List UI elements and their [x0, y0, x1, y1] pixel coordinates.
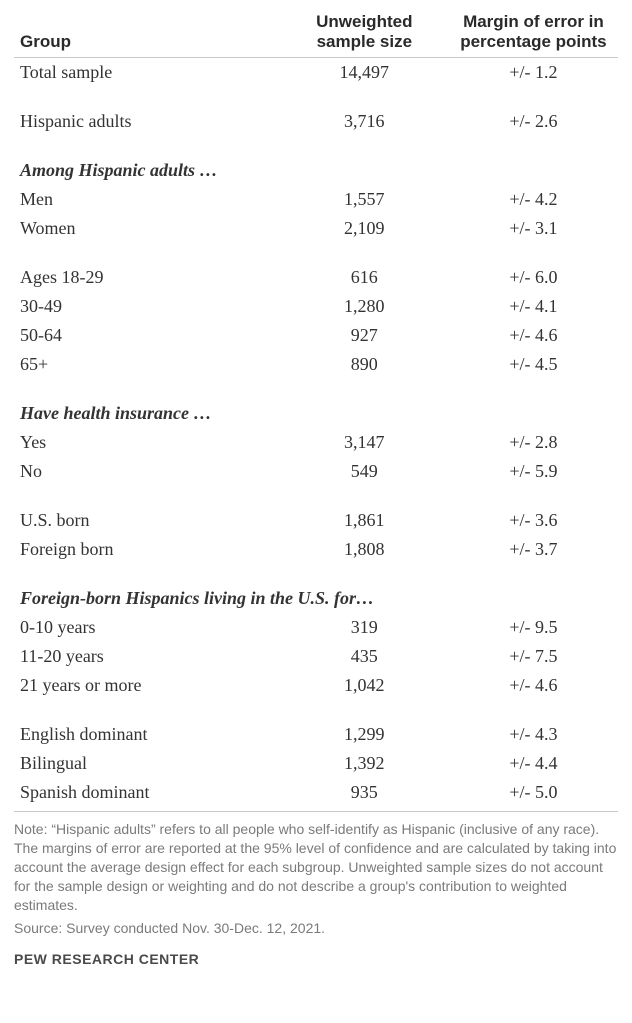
row-moe: +/- 2.8 [449, 428, 618, 457]
row-label: Bilingual [14, 749, 280, 778]
row-moe: +/- 4.6 [449, 321, 618, 350]
row-label: Ages 18-29 [14, 263, 280, 292]
spacer-row [14, 486, 618, 506]
table-row: Total sample 14,497 +/- 1.2 [14, 58, 618, 88]
sample-size-table: Group Unweighted sample size Margin of e… [14, 8, 618, 812]
spacer-row [14, 243, 618, 263]
table-row: Yes 3,147 +/- 2.8 [14, 428, 618, 457]
header-row: Group Unweighted sample size Margin of e… [14, 8, 618, 58]
row-sample: 3,147 [280, 428, 449, 457]
note-text: Note: “Hispanic adults” refers to all pe… [14, 820, 618, 914]
table-row: English dominant 1,299 +/- 4.3 [14, 720, 618, 749]
row-label: Spanish dominant [14, 778, 280, 812]
spacer-row [14, 379, 618, 399]
row-sample: 935 [280, 778, 449, 812]
row-sample: 1,808 [280, 535, 449, 564]
row-moe: +/- 4.5 [449, 350, 618, 379]
table-row: 0-10 years 319 +/- 9.5 [14, 613, 618, 642]
table-row: U.S. born 1,861 +/- 3.6 [14, 506, 618, 535]
row-label: 50-64 [14, 321, 280, 350]
header-sample: Unweighted sample size [280, 8, 449, 58]
row-label: Men [14, 185, 280, 214]
row-label: 0-10 years [14, 613, 280, 642]
section-header-foreign: Foreign-born Hispanics living in the U.S… [14, 584, 618, 613]
header-moe: Margin of error in percentage points [449, 8, 618, 58]
row-sample: 1,861 [280, 506, 449, 535]
row-moe: +/- 4.6 [449, 671, 618, 700]
row-sample: 927 [280, 321, 449, 350]
row-label: 30-49 [14, 292, 280, 321]
row-sample: 616 [280, 263, 449, 292]
row-label: Foreign born [14, 535, 280, 564]
table-row: Women 2,109 +/- 3.1 [14, 214, 618, 243]
row-sample: 549 [280, 457, 449, 486]
row-label: Women [14, 214, 280, 243]
table-row: Foreign born 1,808 +/- 3.7 [14, 535, 618, 564]
row-sample: 1,280 [280, 292, 449, 321]
table-row: Men 1,557 +/- 4.2 [14, 185, 618, 214]
table-row: 50-64 927 +/- 4.6 [14, 321, 618, 350]
row-label: U.S. born [14, 506, 280, 535]
row-sample: 2,109 [280, 214, 449, 243]
row-moe: +/- 3.7 [449, 535, 618, 564]
spacer-row [14, 136, 618, 156]
row-label: 21 years or more [14, 671, 280, 700]
row-moe: +/- 4.1 [449, 292, 618, 321]
spacer-row [14, 87, 618, 107]
section-label: Foreign-born Hispanics living in the U.S… [14, 584, 618, 613]
table-row: 65+ 890 +/- 4.5 [14, 350, 618, 379]
row-label: 11-20 years [14, 642, 280, 671]
row-sample: 1,299 [280, 720, 449, 749]
row-moe: +/- 1.2 [449, 58, 618, 88]
row-sample: 3,716 [280, 107, 449, 136]
row-label: Hispanic adults [14, 107, 280, 136]
table-row: 30-49 1,280 +/- 4.1 [14, 292, 618, 321]
section-header-insurance: Have health insurance … [14, 399, 618, 428]
table-row: Ages 18-29 616 +/- 6.0 [14, 263, 618, 292]
row-moe: +/- 9.5 [449, 613, 618, 642]
row-label: No [14, 457, 280, 486]
row-sample: 890 [280, 350, 449, 379]
table-row: Spanish dominant 935 +/- 5.0 [14, 778, 618, 812]
row-moe: +/- 5.0 [449, 778, 618, 812]
row-moe: +/- 3.1 [449, 214, 618, 243]
row-sample: 14,497 [280, 58, 449, 88]
source-text: Source: Survey conducted Nov. 30-Dec. 12… [14, 919, 618, 938]
row-moe: +/- 3.6 [449, 506, 618, 535]
row-label: English dominant [14, 720, 280, 749]
row-moe: +/- 2.6 [449, 107, 618, 136]
row-sample: 1,042 [280, 671, 449, 700]
spacer-row [14, 564, 618, 584]
table-row: 21 years or more 1,042 +/- 4.6 [14, 671, 618, 700]
table-body: Total sample 14,497 +/- 1.2 Hispanic adu… [14, 58, 618, 812]
row-sample: 435 [280, 642, 449, 671]
section-header-among: Among Hispanic adults … [14, 156, 618, 185]
row-sample: 1,557 [280, 185, 449, 214]
row-label: Total sample [14, 58, 280, 88]
table-row: Bilingual 1,392 +/- 4.4 [14, 749, 618, 778]
table-row: No 549 +/- 5.9 [14, 457, 618, 486]
header-group: Group [14, 8, 280, 58]
row-moe: +/- 4.2 [449, 185, 618, 214]
row-moe: +/- 5.9 [449, 457, 618, 486]
row-sample: 1,392 [280, 749, 449, 778]
section-label: Have health insurance … [14, 399, 618, 428]
table-row: Hispanic adults 3,716 +/- 2.6 [14, 107, 618, 136]
spacer-row [14, 700, 618, 720]
table-row: 11-20 years 435 +/- 7.5 [14, 642, 618, 671]
row-label: 65+ [14, 350, 280, 379]
attribution: PEW RESEARCH CENTER [14, 951, 618, 967]
row-label: Yes [14, 428, 280, 457]
footnotes: Note: “Hispanic adults” refers to all pe… [14, 820, 618, 937]
section-label: Among Hispanic adults … [14, 156, 618, 185]
row-moe: +/- 4.3 [449, 720, 618, 749]
row-moe: +/- 4.4 [449, 749, 618, 778]
row-moe: +/- 6.0 [449, 263, 618, 292]
row-sample: 319 [280, 613, 449, 642]
row-moe: +/- 7.5 [449, 642, 618, 671]
sample-size-table-container: Group Unweighted sample size Margin of e… [0, 0, 632, 981]
